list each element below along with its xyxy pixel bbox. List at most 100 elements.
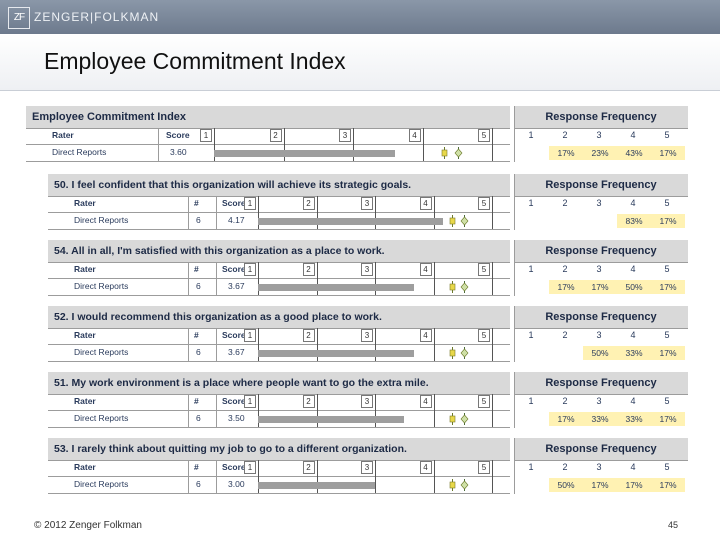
scale-point-label: 2 xyxy=(269,129,282,142)
copyright: © 2012 Zenger Folkman xyxy=(34,520,142,531)
rf-heading: Response Frequency xyxy=(545,179,657,191)
rf-scale-label: 4 xyxy=(630,264,636,274)
scale-tick xyxy=(375,394,376,427)
rater-label: Direct Reports xyxy=(74,347,129,357)
question-block: 54. All in all, I'm satisfied with this … xyxy=(48,240,688,298)
scale-point-label: 1 xyxy=(244,197,256,210)
question-text: 52. I would recommend this organization … xyxy=(54,311,382,323)
slide-title: Employee Commitment Index xyxy=(44,48,346,74)
rater-column-header: Rater xyxy=(74,264,96,274)
scale-tick xyxy=(258,394,259,427)
score-value: 3.67 xyxy=(228,347,245,357)
scale-point-label: 5 xyxy=(478,263,490,276)
scale-tick xyxy=(316,328,318,361)
respondent-count: 6 xyxy=(196,413,201,423)
summary-header: Employee Commitment Index xyxy=(26,106,510,129)
question-text: 53. I rarely think about quitting my job… xyxy=(54,443,407,455)
table-row: Direct Reports 6 3.50 xyxy=(48,411,510,428)
column-divider xyxy=(216,262,217,296)
rater-label: Direct Reports xyxy=(74,215,129,225)
score-value: 3.50 xyxy=(228,413,245,423)
scale-point-label: 1 xyxy=(244,329,256,342)
scale-point-label: 3 xyxy=(361,329,373,342)
score-bar xyxy=(258,482,375,489)
norm-marker-icon xyxy=(448,347,457,359)
norm-marker-icon xyxy=(448,215,457,227)
question-block: 51. My work environment is a place where… xyxy=(48,372,688,430)
rf-scale-label: 3 xyxy=(596,264,602,274)
norm-marker-icon xyxy=(448,281,457,293)
summary-block: Employee Commitment Index Response Frequ… xyxy=(26,106,688,164)
column-divider xyxy=(514,438,515,494)
column-divider xyxy=(216,394,217,428)
rf-scale-label: 2 xyxy=(562,462,568,472)
column-divider xyxy=(188,460,189,494)
scale-point-label: 5 xyxy=(478,329,490,342)
norm-marker-icon xyxy=(448,479,457,491)
rf-percent-cell: 17% xyxy=(583,478,617,492)
scale-tick xyxy=(422,128,424,161)
rf-scale-label: 5 xyxy=(664,396,670,406)
norm-marker-icon xyxy=(440,147,449,159)
scale-tick xyxy=(492,128,493,161)
scale-tick xyxy=(316,196,318,229)
scale-point-label: 2 xyxy=(302,329,315,342)
summary-heading: Employee Commitment Index xyxy=(32,111,187,123)
score-value: 3.00 xyxy=(228,479,245,489)
rf-percent-cell: 23% xyxy=(583,146,617,160)
scale-tick xyxy=(375,460,376,493)
column-divider xyxy=(216,328,217,362)
table-row: Direct Reports 6 3.67 xyxy=(48,279,510,296)
rf-heading: Response Frequency xyxy=(545,245,657,257)
count-column-header: # xyxy=(194,396,199,406)
top-bar: ZF ZENGER|FOLKMAN xyxy=(0,0,720,34)
respondent-count: 6 xyxy=(196,215,201,225)
rf-scale-label: 5 xyxy=(664,198,670,208)
rf-scale-label: 1 xyxy=(528,330,534,340)
scale-point-label: 1 xyxy=(244,263,256,276)
scale-tick xyxy=(433,328,435,361)
score-column-header: Score xyxy=(222,264,246,274)
scale-tick xyxy=(433,460,435,493)
table-header-row: Rater # Score xyxy=(48,328,510,345)
table-header-row: Rater # Score xyxy=(48,196,510,213)
score-bar xyxy=(258,218,444,225)
scale-point-label: 4 xyxy=(419,263,432,276)
rf-percent-cell: 17% xyxy=(651,346,685,360)
rf-scale-label: 4 xyxy=(630,130,636,140)
rf-percent-cell: 17% xyxy=(651,214,685,228)
score-column-header: Score xyxy=(222,396,246,406)
rf-percent-cell: 17% xyxy=(549,146,583,160)
benchmark-marker-icon xyxy=(460,281,469,293)
score-value: 3.60 xyxy=(170,147,187,157)
respondent-count: 6 xyxy=(196,281,201,291)
scale-point-label: 4 xyxy=(408,129,421,142)
rf-scale-label: 3 xyxy=(596,130,602,140)
rf-scale-label: 3 xyxy=(596,330,602,340)
scale-tick xyxy=(433,196,435,229)
count-column-header: # xyxy=(194,462,199,472)
scale-point-label: 1 xyxy=(244,395,256,408)
rf-scale-label: 5 xyxy=(664,264,670,274)
company-logo-mark: ZF xyxy=(8,7,30,29)
scale-tick xyxy=(433,394,435,427)
rf-scale-label: 4 xyxy=(630,396,636,406)
rf-scale-label: 1 xyxy=(528,264,534,274)
rf-scale-label: 1 xyxy=(528,462,534,472)
scale-tick xyxy=(492,262,493,295)
scale-tick xyxy=(492,460,493,493)
rater-label: Direct Reports xyxy=(74,413,129,423)
scale-tick xyxy=(375,196,376,229)
rater-column-header: Rater xyxy=(74,396,96,406)
rater-label: Direct Reports xyxy=(52,147,107,157)
table-row: Direct Reports 6 3.67 xyxy=(48,345,510,362)
scale-point-label: 3 xyxy=(361,461,373,474)
rf-scale-label: 2 xyxy=(562,130,568,140)
score-bar xyxy=(258,350,415,357)
summary-rf-header: Response Frequency xyxy=(514,106,688,129)
count-column-header: # xyxy=(194,198,199,208)
count-column-header: # xyxy=(194,330,199,340)
rf-header: Response Frequency xyxy=(514,174,688,197)
scale-point-label: 2 xyxy=(302,263,315,276)
benchmark-marker-icon xyxy=(460,413,469,425)
